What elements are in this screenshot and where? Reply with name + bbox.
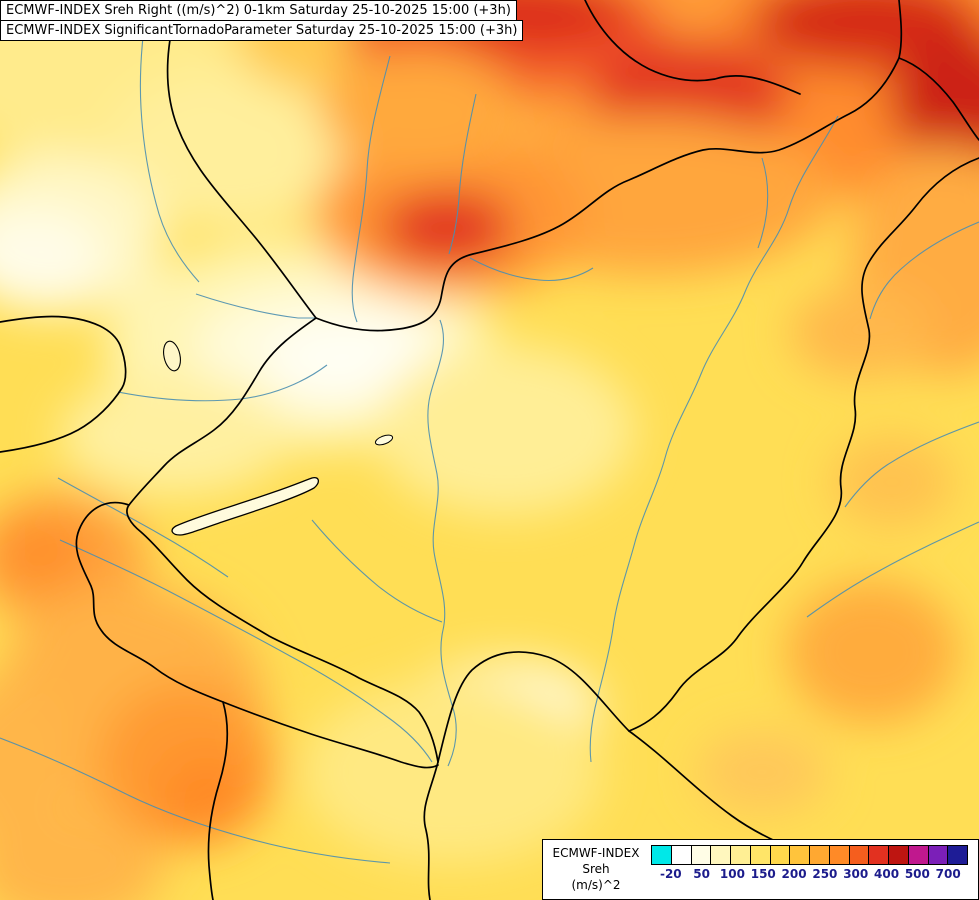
- colorbar-tick: 50: [693, 867, 710, 881]
- colorbar-tick: 200: [781, 867, 807, 881]
- river-drava: [59, 539, 433, 763]
- border-hungary-romania: [628, 157, 979, 732]
- border-slovakia-hungary: [315, 0, 903, 332]
- border-slovenia-croatia: [75, 501, 439, 769]
- river-maros: [806, 521, 979, 618]
- border-ukraine: [898, 57, 979, 141]
- colorbar-tick: 250: [812, 867, 838, 881]
- lake-neusiedl: [163, 340, 181, 372]
- legend: ECMWF-INDEX Sreh (m/s)^2 -20 50 100 150 200 2…: [542, 839, 979, 900]
- colorbar-cell: [829, 846, 850, 864]
- river-vah: [351, 55, 391, 323]
- river-szamos: [869, 221, 979, 320]
- colorbar-cell: [849, 846, 870, 864]
- colorbar-cell: [948, 846, 967, 864]
- river-morava: [139, 0, 200, 283]
- colorbar-cell: [691, 846, 712, 864]
- river-danube: [427, 319, 457, 767]
- colorbar-cell: [671, 846, 692, 864]
- river-koros: [844, 421, 979, 508]
- colorbar-tick: 300: [843, 867, 869, 881]
- lakes: [163, 340, 394, 536]
- river-mura: [57, 477, 229, 578]
- colorbar-tick: 500: [904, 867, 930, 881]
- river-bodrog: [757, 157, 769, 249]
- rivers: [0, 0, 979, 864]
- legend-parameter: Sreh: [582, 862, 610, 876]
- colorbar-cell: [750, 846, 771, 864]
- river-raba: [117, 364, 328, 402]
- colorbar-tick: 150: [750, 867, 776, 881]
- lake-velence: [374, 434, 394, 446]
- colorbar-cell: [731, 846, 751, 864]
- colorbar-cell: [711, 846, 731, 864]
- colorbar: [651, 845, 968, 865]
- colorbar-cell: [869, 846, 889, 864]
- colorbar-cell: [889, 846, 909, 864]
- colorbar-cell: [652, 846, 672, 864]
- river-ipoly: [469, 257, 594, 282]
- border-austria-hungary: [126, 317, 439, 763]
- colorbar-tick: 400: [874, 867, 900, 881]
- colorbar-tick: -20: [659, 867, 682, 881]
- colorbar-ticks: -20 50 100 150 200 250 300 400 500 700: [651, 865, 968, 882]
- colorbar-cell: [810, 846, 830, 864]
- map-title-line2: ECMWF-INDEX SignificantTornadoParameter …: [0, 20, 524, 41]
- title-block: ECMWF-INDEX Sreh Right ((m/s)^2) 0-1km S…: [0, 0, 524, 41]
- border-croatia-bosnia: [207, 701, 229, 900]
- river-tisza: [589, 115, 839, 763]
- legend-title: ECMWF-INDEX: [552, 846, 640, 860]
- lake-balaton: [171, 476, 319, 536]
- map-title-line1: ECMWF-INDEX Sreh Right ((m/s)^2) 0-1km S…: [0, 0, 517, 21]
- border-czech-austria-slovakia: [166, 0, 317, 319]
- border-hungary-serbia-croatia: [423, 651, 630, 900]
- colorbar-tick: 700: [935, 867, 961, 881]
- colorbar-cell: [928, 846, 949, 864]
- colorbar-cell: [770, 846, 791, 864]
- river-sio: [311, 519, 443, 623]
- legend-bar-wrap: -20 50 100 150 200 250 300 400 500 700: [651, 845, 968, 882]
- river-danube-upper: [195, 293, 316, 319]
- colorbar-cell: [908, 846, 929, 864]
- river-sava: [0, 737, 391, 864]
- border-austria-slovenia: [0, 315, 127, 453]
- legend-units: (m/s)^2: [571, 878, 621, 892]
- colorbar-tick: 100: [719, 867, 745, 881]
- river-hron: [448, 93, 477, 255]
- legend-labels: ECMWF-INDEX Sreh (m/s)^2: [549, 845, 643, 893]
- border-slovakia-poland: [584, 0, 801, 95]
- colorbar-cell: [790, 846, 810, 864]
